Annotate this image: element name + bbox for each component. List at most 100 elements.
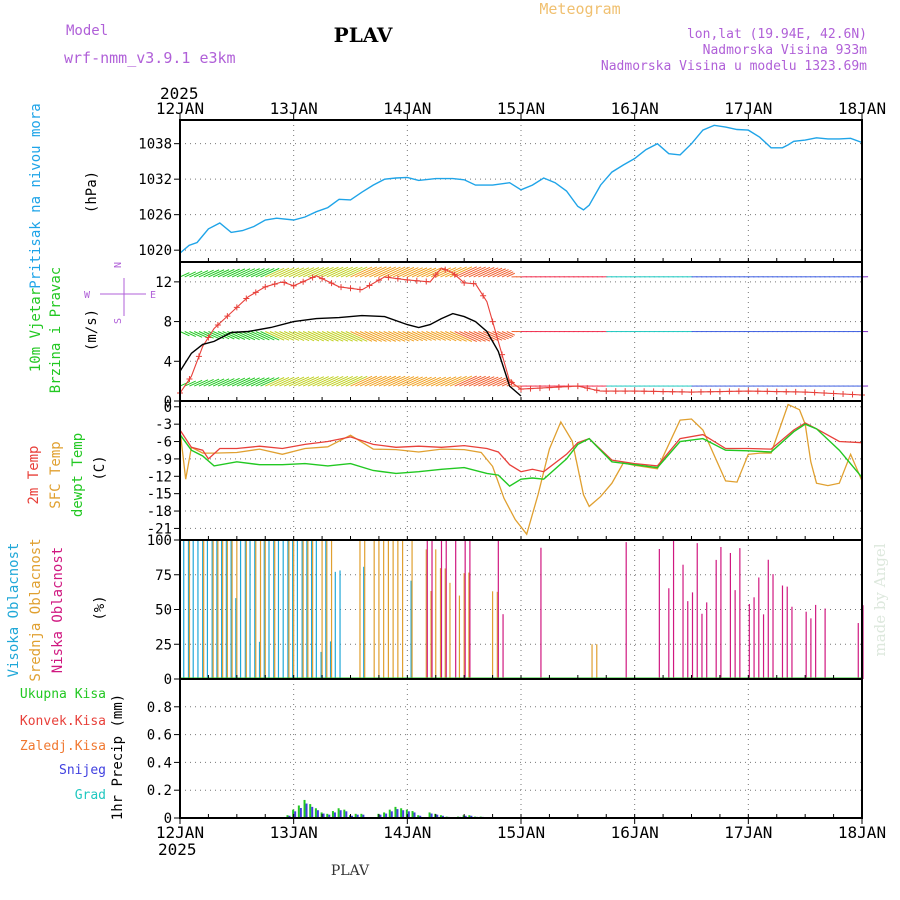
wind-barb [184,380,196,387]
gust-marker [518,386,524,393]
wind-barb [288,331,310,342]
wind-barb [463,331,486,342]
wind-barb [378,331,401,342]
wind-barb [265,377,285,387]
precip-bar [468,815,471,818]
wind-barb [350,331,373,342]
compass-south: S [113,318,124,324]
wind-barb [459,266,482,278]
gust-marker [622,388,629,395]
wind-barb [355,331,378,342]
wind-barb [255,377,275,387]
wind-barb [179,381,190,387]
wind-barb [227,377,246,387]
wind-barb [321,331,344,342]
gust-marker [849,391,856,398]
wind-barb [217,268,235,278]
x-label-bottom: 18JAN [838,823,886,842]
precip-bar [309,804,312,818]
wind-barb [501,331,514,338]
wind-barb [212,331,230,340]
gust-marker [716,388,723,395]
gust-marker [281,279,288,286]
y-tick-label: 0 [164,672,172,688]
wind-barb [212,269,230,278]
gust-marker [356,286,363,293]
wind-barb [459,375,482,387]
precip-legend-conv: Konvek.Kisa [20,714,106,729]
gust-marker [309,274,316,281]
y-tick-label: -21 [147,521,172,537]
gust-marker [271,281,278,288]
precip-bar [411,811,414,818]
x-label-top: 13JAN [270,99,318,118]
wind-barb [307,376,329,387]
gust-marker [584,385,591,392]
wind-barb [222,377,240,387]
gust-marker [214,321,221,328]
wind-barb [345,375,368,387]
wind-barb [388,266,410,278]
wind-barb [302,331,325,342]
x-label-bottom: 15JAN [497,823,545,842]
gust-marker [413,277,420,284]
snow-bar [390,811,393,818]
x-label-bottom: 12JAN [156,823,204,842]
wind-barb [359,266,382,278]
wind-barb [392,266,415,278]
y-tick-label: 0.2 [147,783,172,799]
wind-barb [302,376,325,387]
wind-barb [312,331,334,342]
cloud-unit: (%) [92,595,108,620]
precip-bar [417,815,420,818]
wind-barb [208,378,225,387]
wind-barb [184,331,196,337]
gust-marker [252,289,259,296]
snow-bar [311,806,314,818]
precip-bar [354,813,357,818]
wind-barb [331,266,353,278]
pressure-line [179,124,863,254]
wind-barb [326,331,349,342]
meteogram-title: Meteogram [539,0,620,18]
wind-barb [302,266,325,278]
precip-bar [297,805,300,818]
wind-barb [482,331,503,341]
wind-barb [279,331,300,341]
wind-title-1: 10m Vjetar [28,288,44,372]
snow-bar [333,812,336,818]
model-label: Model [66,23,108,39]
gust-marker [243,295,250,302]
precip-bar [400,808,403,818]
y-tick-label: 8 [164,315,172,331]
wind-barb [331,375,353,387]
wind-barb [260,331,280,341]
precip-bar [286,815,289,818]
gust-marker [489,318,496,325]
pressure-unit: (hPa) [84,171,100,213]
wind-barb [445,266,467,278]
wind-barb [364,266,387,278]
snow-bar [345,811,348,818]
wind-barb [411,376,432,387]
temp-label-2m: 2m Temp [26,445,42,504]
wind-barb [397,267,419,278]
cloud-label-high: Visoka Oblacnost [6,543,22,678]
precip-legend-total: Ukupna Kisa [20,687,106,702]
wind-barb [194,379,209,387]
wind-barb [350,375,373,387]
gust-marker [660,388,667,395]
y-tick-label: 25 [155,637,172,653]
precip-bar [303,799,306,818]
wind-barb [430,376,452,387]
gust-marker [754,388,761,395]
wind-barb [482,267,503,278]
compass-east: E [150,290,156,301]
wind-barb [246,268,265,278]
gust-marker [536,385,543,392]
wind-barb [236,268,256,278]
wind-barb [194,270,209,278]
wind-barb [222,331,240,340]
wind-barb [241,268,260,278]
